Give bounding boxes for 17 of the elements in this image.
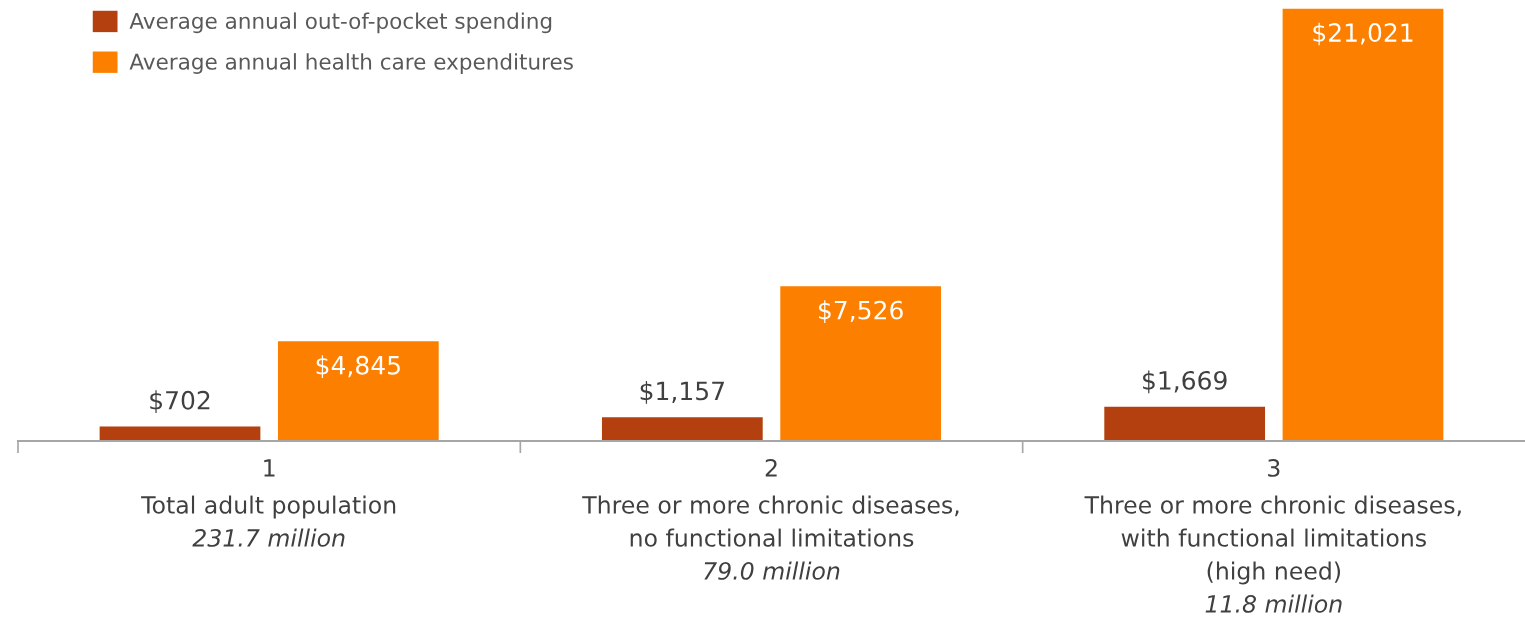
legend-label: Average annual health care expenditures [129, 53, 573, 74]
bar [601, 417, 763, 441]
bar [1104, 406, 1266, 441]
legend-label: Average annual out-of-pocket spending [129, 12, 552, 34]
x-tick-label: 2 Three or more chronic diseases, no functional limitations 79.0 million [582, 458, 959, 580]
data-label: $21,021 [1313, 22, 1413, 46]
data-label: $1,157 [640, 381, 724, 404]
bar [780, 286, 942, 441]
data-label: $702 [150, 390, 210, 414]
data-label: $4,845 [316, 355, 400, 379]
x-tick-label: 3 Three or more chronic diseases, with functional limitations (high need) 11.8 million [1084, 458, 1461, 613]
data-label: $7,526 [819, 300, 903, 323]
data-label: $1,669 [1143, 370, 1227, 394]
x-tick-label: 1 Total adult population 231.7 million [141, 459, 396, 547]
bar [277, 341, 439, 441]
bar [99, 426, 261, 441]
bar [1282, 8, 1444, 441]
